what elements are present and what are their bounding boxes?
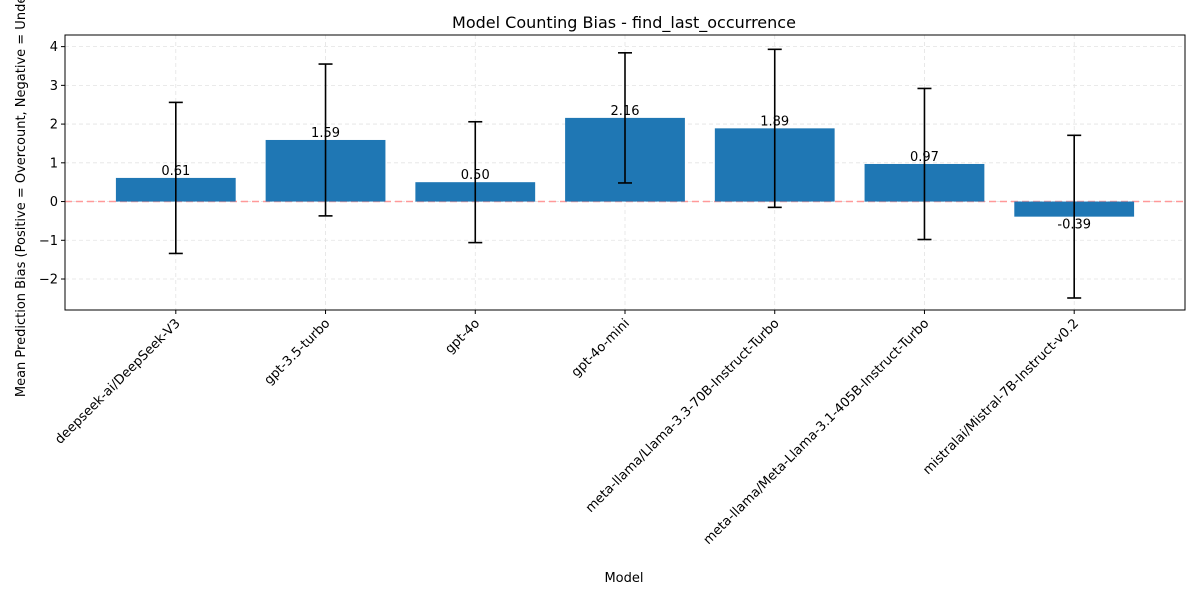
x-tick-label: gpt-3.5-turbo — [262, 316, 334, 388]
y-tick-label: 3 — [50, 79, 58, 94]
value-label: 1.89 — [760, 114, 789, 129]
x-tick-label: gpt-4o-mini — [569, 316, 633, 380]
y-tick-label: 1 — [50, 156, 58, 171]
x-tick-label: deepseek-ai/DeepSeek-V3 — [52, 316, 183, 447]
x-tick-label: gpt-4o — [442, 316, 483, 357]
y-tick-labels: −2 −1 0 1 2 3 4 — [39, 40, 58, 287]
y-tick-label: −1 — [39, 234, 58, 249]
error-bars — [168, 48, 1082, 299]
axes — [61, 34, 1186, 314]
x-tick-labels: deepseek-ai/DeepSeek-V3 gpt-3.5-turbo gpt-… — [52, 316, 1082, 548]
value-label: 0.97 — [910, 150, 939, 165]
y-axis-label: Mean Prediction Bias (Positive = Overcou… — [14, 0, 29, 397]
x-tick-label: meta-llama/Meta-Llama-3.1-405B-Instruct-… — [701, 316, 933, 548]
value-labels: 0.61 1.59 0.50 2.16 1.89 0.97 -0.39 — [161, 104, 1091, 233]
value-label: 0.50 — [461, 168, 490, 183]
x-axis-label: Model — [604, 571, 643, 586]
value-label: 2.16 — [611, 104, 640, 119]
y-tick-label: −2 — [39, 273, 58, 288]
value-label: -0.39 — [1057, 218, 1091, 233]
y-tick-label: 2 — [50, 118, 58, 133]
value-label: 0.61 — [161, 164, 190, 179]
y-tick-label: 0 — [50, 195, 58, 210]
x-tick-label: mistralai/Mistral-7B-Instruct-v0.2 — [920, 316, 1082, 478]
value-label: 1.59 — [311, 126, 340, 141]
y-tick-label: 4 — [50, 40, 58, 55]
chart-title: Model Counting Bias - find_last_occurren… — [452, 13, 796, 33]
